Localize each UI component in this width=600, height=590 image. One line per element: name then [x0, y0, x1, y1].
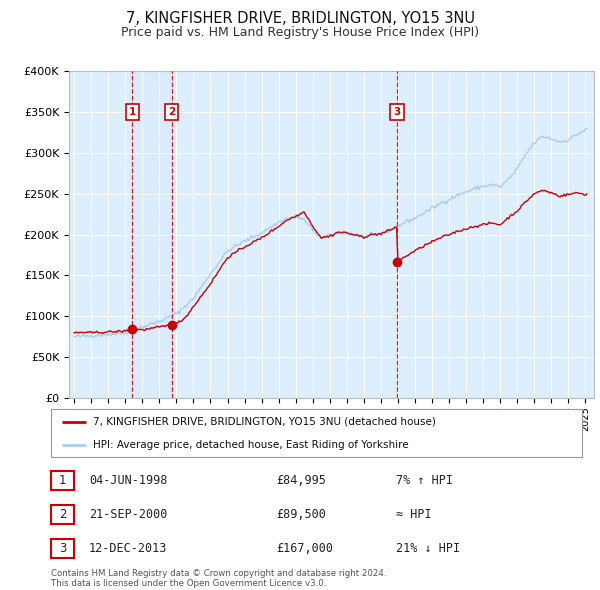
Text: 7, KINGFISHER DRIVE, BRIDLINGTON, YO15 3NU (detached house): 7, KINGFISHER DRIVE, BRIDLINGTON, YO15 3… [94, 417, 436, 427]
Text: 21% ↓ HPI: 21% ↓ HPI [396, 542, 460, 555]
Bar [133, 71, 172, 398]
Text: £89,500: £89,500 [276, 508, 326, 521]
Text: 1: 1 [59, 474, 66, 487]
Text: 3: 3 [59, 542, 66, 555]
Text: 21-SEP-2000: 21-SEP-2000 [89, 508, 167, 521]
Text: £167,000: £167,000 [276, 542, 333, 555]
Text: HPI: Average price, detached house, East Riding of Yorkshire: HPI: Average price, detached house, East… [94, 440, 409, 450]
Text: 7% ↑ HPI: 7% ↑ HPI [396, 474, 453, 487]
Text: 7, KINGFISHER DRIVE, BRIDLINGTON, YO15 3NU: 7, KINGFISHER DRIVE, BRIDLINGTON, YO15 3… [125, 11, 475, 27]
Text: 04-JUN-1998: 04-JUN-1998 [89, 474, 167, 487]
Text: 2: 2 [168, 107, 175, 117]
Text: 2: 2 [59, 508, 66, 521]
Text: £84,995: £84,995 [276, 474, 326, 487]
Text: 12-DEC-2013: 12-DEC-2013 [89, 542, 167, 555]
Text: 1: 1 [129, 107, 136, 117]
Text: Contains HM Land Registry data © Crown copyright and database right 2024.
This d: Contains HM Land Registry data © Crown c… [51, 569, 386, 588]
Text: ≈ HPI: ≈ HPI [396, 508, 431, 521]
Text: Price paid vs. HM Land Registry's House Price Index (HPI): Price paid vs. HM Land Registry's House … [121, 26, 479, 39]
Text: 3: 3 [394, 107, 401, 117]
